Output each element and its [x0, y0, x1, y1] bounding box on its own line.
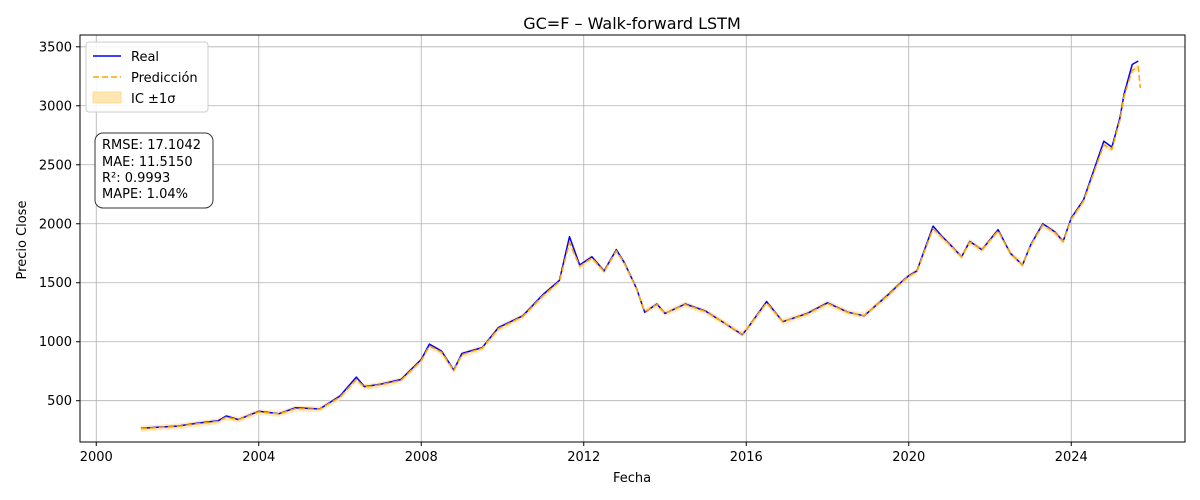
x-tick-label: 2008 — [405, 450, 438, 465]
x-tick-label: 2020 — [892, 450, 925, 465]
metrics-box: RMSE: 17.1042 MAE: 11.5150 R²: 0.9993 MA… — [94, 132, 214, 209]
y-axis-label: Precio Close — [15, 201, 30, 280]
legend-band-label: IC ±1σ — [131, 92, 175, 107]
x-tick-label: 2024 — [1055, 450, 1088, 465]
metrics-box-frame — [94, 132, 214, 209]
metric-r2: R²: 0.9993 — [102, 171, 170, 186]
legend-band-swatch — [92, 91, 122, 104]
y-tick-label: 2000 — [39, 217, 72, 232]
plot-frame — [79, 34, 1186, 443]
x-tick-label: 2000 — [80, 450, 113, 465]
legend-prediction-label: Predicción — [131, 71, 198, 86]
x-axis-ticks: 2000 2004 2008 2012 2016 2020 2024 — [80, 442, 1088, 465]
metric-mape: MAPE: 1.04% — [102, 187, 188, 202]
series-lines — [140, 60, 1142, 430]
x-tick-label: 2004 — [242, 450, 275, 465]
y-axis-ticks: 500 1000 1500 2000 2500 3000 3500 — [39, 40, 80, 409]
y-tick-label: 3500 — [39, 40, 72, 55]
x-tick-label: 2016 — [730, 450, 763, 465]
metric-rmse: RMSE: 17.1042 — [102, 138, 201, 153]
x-tick-label: 2012 — [567, 450, 600, 465]
y-tick-label: 1500 — [39, 276, 72, 291]
legend-real-label: Real — [131, 50, 159, 65]
x-axis-label: Fecha — [613, 471, 651, 486]
y-tick-label: 500 — [47, 394, 72, 409]
series-prediction-line — [140, 66, 1142, 430]
chart-title: GC=F – Walk-forward LSTM — [523, 14, 741, 33]
metric-mae: MAE: 11.5150 — [102, 155, 193, 170]
y-tick-label: 3000 — [39, 99, 72, 114]
y-tick-label: 2500 — [39, 158, 72, 173]
y-tick-label: 1000 — [39, 335, 72, 350]
legend: Real Predicción IC ±1σ — [85, 41, 209, 113]
